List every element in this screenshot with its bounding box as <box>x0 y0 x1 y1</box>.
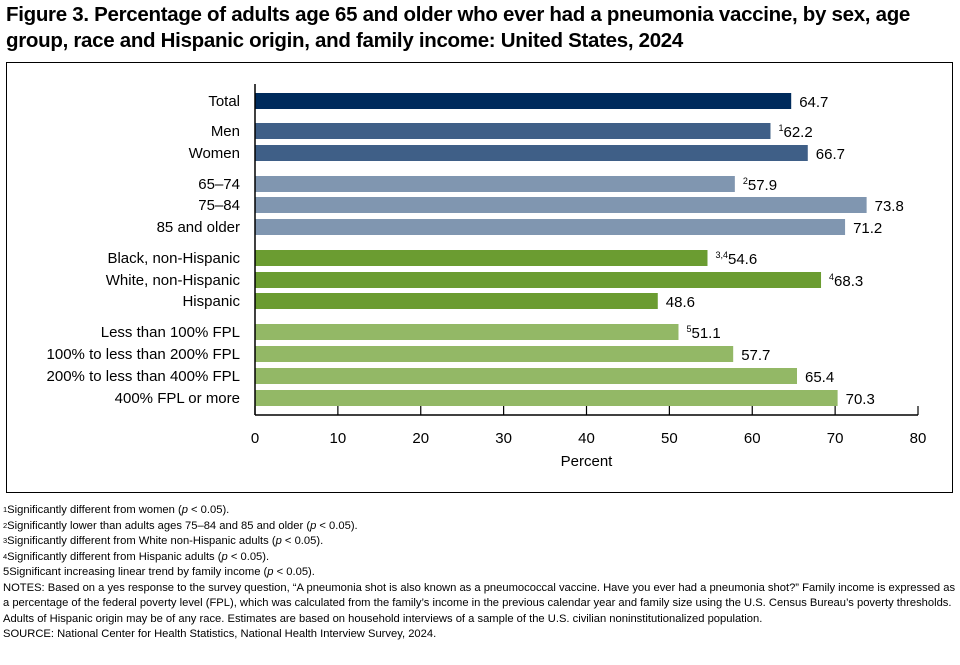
category-label: 85 and older <box>157 219 240 236</box>
bar <box>255 390 838 406</box>
bar <box>255 368 798 384</box>
x-tick-label: 10 <box>330 430 347 447</box>
value-label: 65.4 <box>805 369 834 386</box>
x-tick-label: 30 <box>495 430 512 447</box>
footnote-3: 3Significantly different from White non-… <box>3 535 324 547</box>
x-tick-label: 70 <box>827 430 844 447</box>
bar <box>255 219 846 235</box>
x-tick-label: 60 <box>744 430 761 447</box>
chart-frame <box>6 62 953 493</box>
x-tick-label: 40 <box>578 430 595 447</box>
category-label: 400% FPL or more <box>115 390 240 407</box>
value-label: 48.6 <box>666 294 695 311</box>
value-label: 468.3 <box>829 272 863 290</box>
bar <box>255 93 792 109</box>
bar <box>255 176 735 192</box>
footnote-4: 4Significantly different from Hispanic a… <box>3 550 270 563</box>
category-label: 65–74 <box>198 176 240 193</box>
value-label: 57.7 <box>741 347 770 364</box>
bar <box>255 145 808 161</box>
x-tick-label: 50 <box>661 430 678 447</box>
value-label: 66.7 <box>816 146 845 163</box>
value-label: 162.2 <box>778 123 812 141</box>
value-label: 64.7 <box>799 94 828 111</box>
footnote-1: 1Significantly different from women (p <… <box>3 504 230 516</box>
x-axis-label: Percent <box>561 453 614 470</box>
category-label: Total <box>208 93 240 110</box>
x-tick-label: 20 <box>412 430 429 447</box>
notes-text: NOTES: Based on a yes response to the su… <box>3 581 956 625</box>
category-label: Black, non-Hispanic <box>107 250 240 267</box>
bar <box>255 197 867 213</box>
x-tick-label: 80 <box>910 430 927 447</box>
x-tick-label: 0 <box>251 430 259 447</box>
chart-title: Figure 3. Percentage of adults age 65 an… <box>6 3 911 52</box>
category-label: 200% to less than 400% FPL <box>47 368 240 385</box>
source-text: SOURCE: National Center for Health Stati… <box>3 628 437 640</box>
category-label: 100% to less than 200% FPL <box>47 346 240 363</box>
bar <box>255 324 679 340</box>
value-label: 71.2 <box>853 220 882 237</box>
footnote-5: 5Significant increasing linear trend by … <box>3 566 315 578</box>
bar <box>255 293 658 309</box>
value-label: 73.8 <box>875 198 904 215</box>
bar <box>255 250 708 266</box>
bar <box>255 272 822 288</box>
footnote-2: 2Significantly lower than adults ages 75… <box>3 519 358 532</box>
category-label: Men <box>211 123 240 140</box>
category-label: White, non-Hispanic <box>106 272 241 289</box>
category-label: Women <box>189 145 240 162</box>
bar <box>255 346 734 362</box>
value-label: 3,454.6 <box>715 250 757 268</box>
value-label: 70.3 <box>846 391 875 408</box>
value-label: 551.1 <box>686 324 720 342</box>
value-label: 257.9 <box>743 176 777 194</box>
bar <box>255 123 771 139</box>
category-label: Less than 100% FPL <box>101 324 240 341</box>
category-label: 75–84 <box>198 197 240 214</box>
notes-section: 1Significantly different from women (p <… <box>3 503 958 643</box>
category-label: Hispanic <box>182 293 240 310</box>
bar-chart: Total 64.7 Men 162.2 Women 66.7 65–74 257.9 75–8… <box>47 84 927 470</box>
